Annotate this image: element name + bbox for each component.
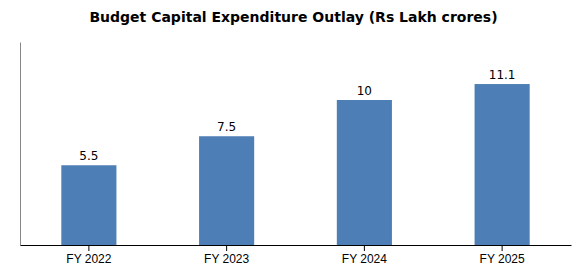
plot-area: 5.5 7.5 10 11.1 FY 2022 FY 2023 FY 2024 FY 2025 bbox=[21, 43, 572, 266]
x-axis: FY 2022 FY 2023 FY 2024 FY 2025 bbox=[21, 245, 572, 266]
x-tick-label: FY 2025 bbox=[480, 252, 525, 266]
x-tick: FY 2025 bbox=[480, 245, 525, 266]
chart-container: Budget Capital Expenditure Outlay (Rs La… bbox=[0, 0, 587, 279]
data-label: 11.1 bbox=[489, 68, 516, 82]
y-axis bbox=[20, 43, 21, 246]
bars bbox=[61, 84, 529, 245]
x-tick-mark bbox=[364, 245, 365, 251]
data-labels: 5.5 7.5 10 11.1 bbox=[79, 68, 515, 163]
x-tick-mark bbox=[88, 245, 89, 251]
data-label: 7.5 bbox=[217, 120, 236, 134]
x-tick-mark bbox=[502, 245, 503, 251]
bar bbox=[337, 100, 392, 245]
data-label: 5.5 bbox=[79, 149, 98, 163]
x-tick-mark bbox=[226, 245, 227, 251]
x-tick: FY 2023 bbox=[204, 245, 249, 266]
bar bbox=[199, 136, 254, 245]
x-tick: FY 2024 bbox=[342, 245, 387, 266]
x-tick-label: FY 2023 bbox=[204, 252, 249, 266]
x-tick-label: FY 2022 bbox=[66, 252, 111, 266]
y-axis-line bbox=[20, 43, 21, 246]
data-label: 10 bbox=[357, 84, 372, 98]
bar bbox=[61, 165, 116, 245]
x-tick-label: FY 2024 bbox=[342, 252, 387, 266]
bar bbox=[475, 84, 530, 245]
chart-svg: Budget Capital Expenditure Outlay (Rs La… bbox=[0, 0, 587, 279]
chart-title: Budget Capital Expenditure Outlay (Rs La… bbox=[89, 9, 497, 25]
x-axis-line bbox=[21, 245, 572, 246]
x-tick: FY 2022 bbox=[66, 245, 111, 266]
